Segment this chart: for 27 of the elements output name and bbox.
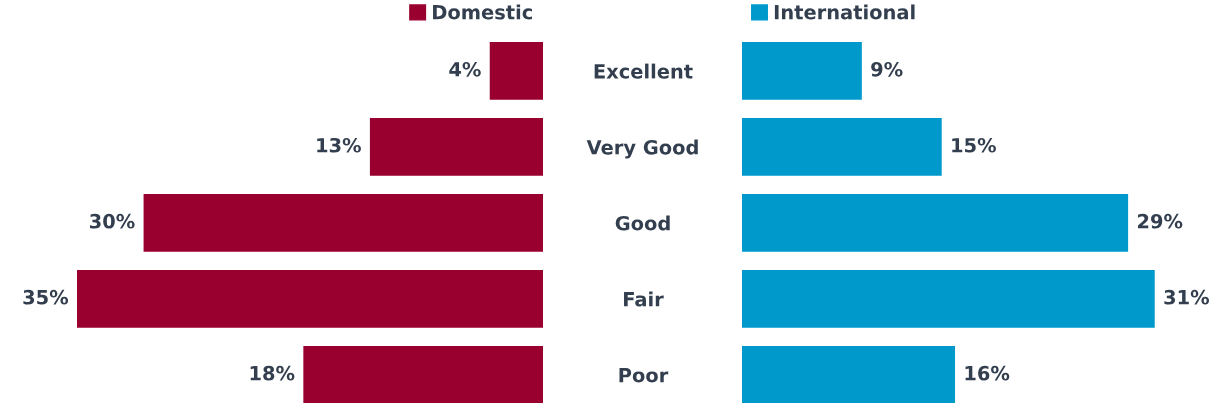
bar [742, 346, 956, 403]
data-label: 15% [952, 137, 996, 153]
bar [742, 42, 862, 100]
y-tick-label: Very Good [586, 139, 698, 159]
y-tick-label: Excellent [594, 63, 693, 79]
bar [742, 270, 1155, 328]
data-label: 13% [317, 137, 361, 153]
data-label: 35% [23, 289, 69, 305]
data-label: 18% [250, 365, 295, 381]
bar [742, 194, 1129, 252]
data-label: 4% [449, 61, 481, 77]
legend-label: International [774, 4, 915, 20]
y-tick-label: Good [615, 215, 670, 231]
data-label: 9% [871, 61, 903, 77]
y-tick-label: Poor [619, 368, 669, 383]
bar [77, 270, 543, 328]
data-label: 31% [1164, 289, 1209, 305]
data-label: 29% [1137, 213, 1183, 229]
bar [369, 118, 543, 176]
data-label: 16% [965, 365, 1010, 381]
bar [143, 194, 543, 252]
bar [303, 346, 543, 403]
legend-label: Domestic [433, 4, 532, 20]
bar [742, 118, 942, 176]
data-label: 30% [90, 213, 135, 229]
bar [489, 42, 543, 100]
y-tick-label: Fair [624, 291, 664, 307]
